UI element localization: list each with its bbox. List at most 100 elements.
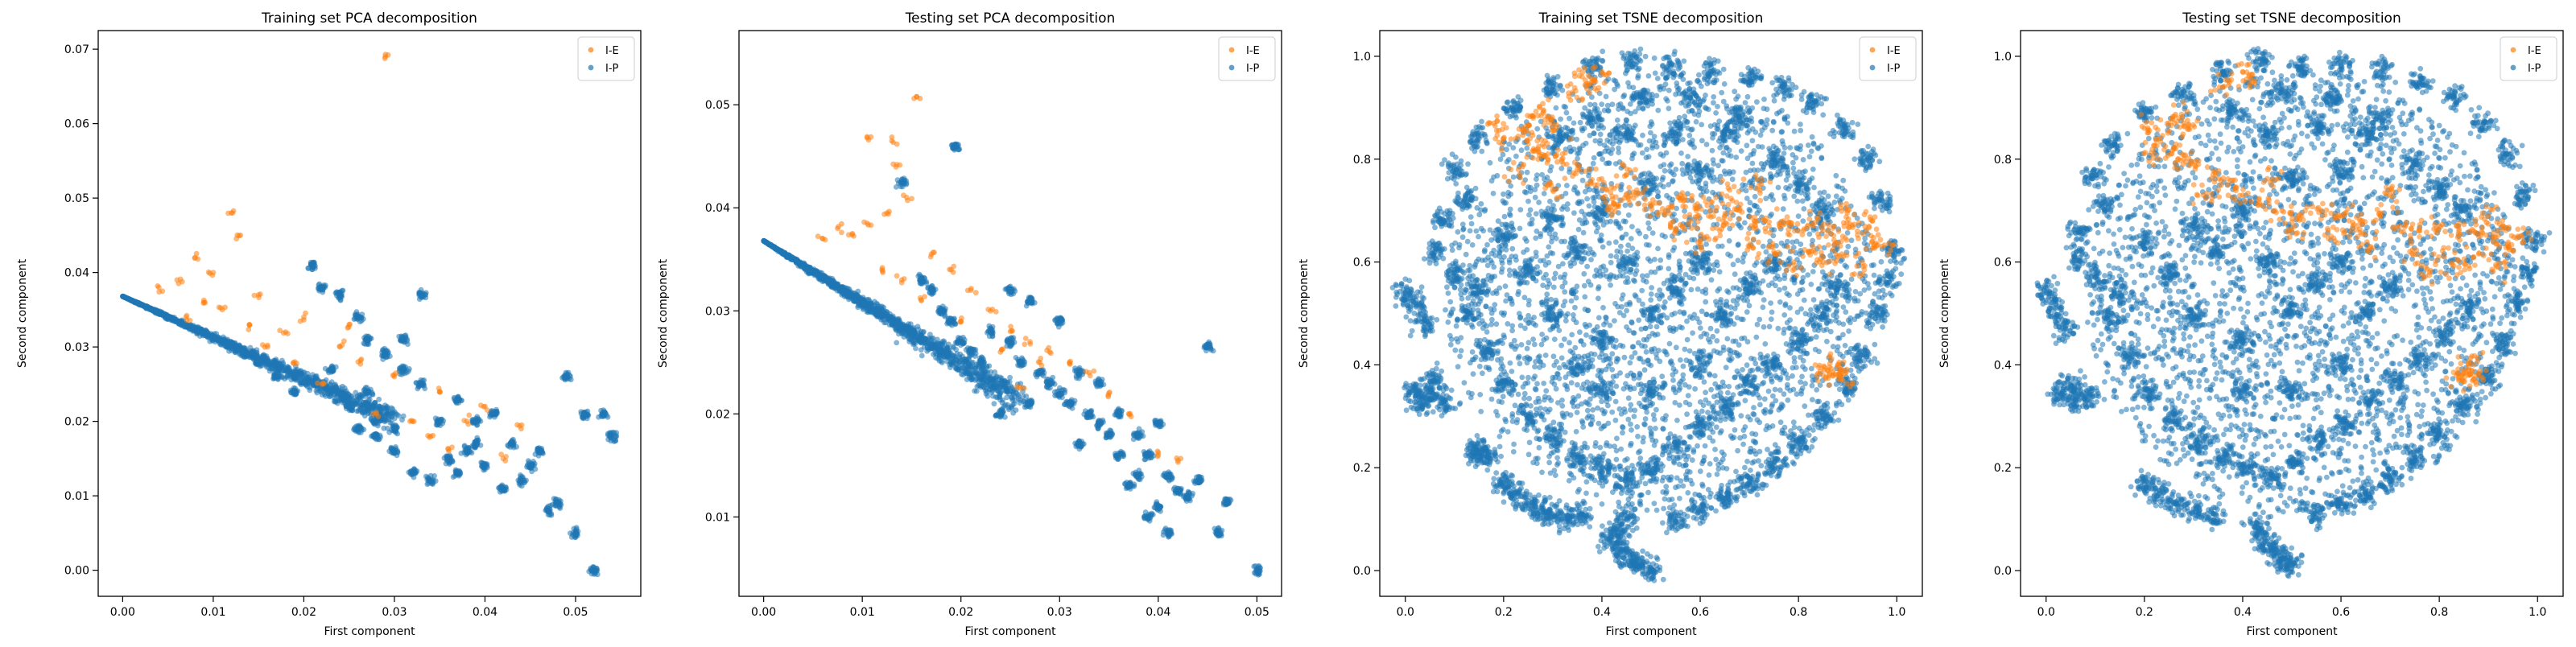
scatter-point-i-p xyxy=(1166,527,1171,533)
scatter-point-i-p xyxy=(227,341,233,347)
scatter-point-i-p xyxy=(956,147,961,153)
scatter-point-i-p xyxy=(301,377,307,383)
scatter-point-i-p xyxy=(1096,421,1102,427)
scatter-point-i-p xyxy=(1132,481,1137,487)
y-tick-label: 0.03 xyxy=(64,341,89,354)
scatter-point-i-p xyxy=(406,369,411,374)
scatter-point-i-p xyxy=(363,337,369,343)
scatter-point-i-e xyxy=(436,385,442,391)
scatter-point-i-p xyxy=(346,405,352,410)
scatter-point-i-p xyxy=(1137,427,1142,432)
scatter-point-i-p xyxy=(526,459,532,465)
scatter-point-i-p xyxy=(282,377,287,382)
scatter-point-i-p xyxy=(342,385,348,391)
scatter-point-i-p xyxy=(1046,382,1052,388)
y-tick-label: 0.05 xyxy=(64,192,89,205)
scatter-point-i-p xyxy=(1205,344,1211,350)
x-tick-label: 0.04 xyxy=(473,606,497,619)
scatter-point-i-p xyxy=(299,371,304,377)
legend-marker-i-e xyxy=(588,47,594,53)
scatter-point-i-p xyxy=(970,376,976,381)
scatter-point-i-p xyxy=(984,391,989,397)
scatter-point-i-p xyxy=(289,372,295,377)
scatter-point-i-p xyxy=(291,388,296,394)
scatter-point-i-p xyxy=(919,280,925,286)
scatter-point-i-e xyxy=(514,422,520,428)
scatter-point-i-p xyxy=(305,384,311,389)
scatter-point-i-p xyxy=(518,478,524,484)
scatter-point-i-p xyxy=(1190,491,1195,497)
scatter-point-i-p xyxy=(1107,435,1113,440)
scatter-point-i-p xyxy=(438,417,444,422)
scatter-point-i-p xyxy=(944,321,950,327)
scatter-point-i-p xyxy=(1171,486,1177,492)
scatter-point-i-p xyxy=(365,341,370,347)
scatter-point-i-p xyxy=(535,447,541,452)
scatter-point-i-p xyxy=(1186,496,1191,501)
scatter-point-i-p xyxy=(917,272,923,278)
scatter-point-i-p xyxy=(427,478,432,484)
scatter-point-i-e xyxy=(315,381,320,386)
scatter-point-i-p xyxy=(208,333,214,339)
scatter-point-i-p xyxy=(1074,368,1080,373)
scatter-point-i-p xyxy=(129,298,134,303)
legend-label-i-p: I-P xyxy=(605,63,619,75)
scatter-point-i-p xyxy=(919,353,925,359)
scatter-point-i-p xyxy=(330,385,336,391)
scatter-point-i-p xyxy=(1008,344,1013,349)
scatter-point-i-p xyxy=(390,410,396,416)
scatter-point-i-p xyxy=(1156,505,1162,511)
scatter-point-i-p xyxy=(142,304,147,310)
scatter-point-i-p xyxy=(1071,401,1077,406)
scatter-point-i-e xyxy=(188,318,193,324)
scatter-point-i-e xyxy=(481,404,487,410)
scatter-point-i-p xyxy=(200,333,206,339)
scatter-point-i-p xyxy=(250,348,256,354)
scatter-point-i-e xyxy=(285,331,291,336)
scatter-point-i-p xyxy=(553,497,559,502)
scatter-point-i-p xyxy=(382,418,387,423)
scatter-point-i-p xyxy=(922,275,927,281)
scatter-point-i-p xyxy=(276,364,282,369)
scatter-point-i-p xyxy=(508,441,514,447)
scatter-point-i-p xyxy=(402,340,407,345)
scatter-point-i-p xyxy=(447,460,452,466)
scatter-point-i-p xyxy=(324,387,329,393)
y-tick-label: 0.02 xyxy=(64,416,89,429)
scatter-point-i-p xyxy=(919,347,924,352)
scatter-point-i-p xyxy=(959,372,964,377)
scatter-point-i-e xyxy=(502,458,508,464)
scatter-point-i-p xyxy=(951,142,956,148)
scatter-point-i-p xyxy=(444,454,450,459)
scatter-point-i-p xyxy=(464,451,470,456)
scatter-point-i-e xyxy=(200,300,206,306)
scatter-point-i-p xyxy=(1058,391,1063,397)
scatter-point-i-p xyxy=(267,363,273,369)
scatter-point-i-p xyxy=(153,308,159,314)
scatter-point-i-p xyxy=(413,468,419,473)
scatter-point-i-p xyxy=(481,468,486,473)
scatter-point-i-p xyxy=(1096,380,1101,385)
scatter-point-i-p xyxy=(1038,369,1044,375)
x-tick-label: 0.03 xyxy=(382,606,407,619)
scatter-point-i-p xyxy=(956,142,961,148)
scatter-point-i-p xyxy=(171,316,176,322)
scatter-point-i-p xyxy=(470,444,476,450)
scatter-point-i-p xyxy=(316,282,322,287)
scatter-point-i-p xyxy=(930,286,935,292)
scatter-point-i-e xyxy=(207,270,213,276)
scatter-point-i-p xyxy=(1157,424,1162,430)
scatter-point-i-p xyxy=(270,376,276,381)
scatter-point-i-p xyxy=(387,353,393,359)
scatter-point-i-p xyxy=(1252,570,1257,575)
scatter-point-i-p xyxy=(1219,532,1224,538)
scatter-point-i-p xyxy=(1137,433,1143,439)
scatter-point-i-p xyxy=(554,502,559,508)
scatter-point-i-p xyxy=(356,315,361,320)
scatter-point-i-p xyxy=(1009,336,1014,341)
scatter-point-i-p xyxy=(1073,443,1079,449)
scatter-point-i-p xyxy=(960,335,966,340)
scatter-point-i-p xyxy=(1107,427,1113,433)
